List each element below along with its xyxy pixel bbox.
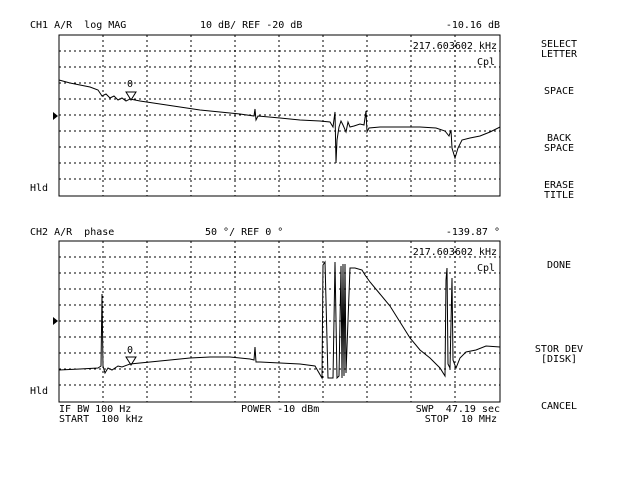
ch2-hold-indicator: Hld (30, 386, 49, 397)
ch2-coupling-indicator: Cpl (476, 263, 495, 274)
start-frequency: START 100 kHz (59, 414, 144, 425)
stop-frequency: STOP 10 MHz (424, 414, 497, 425)
sweep-time: SWP 47.19 sec (415, 404, 500, 415)
ch2-marker-frequency: 217.603602 kHz (412, 247, 497, 258)
ch1-graticule (58, 34, 501, 197)
ch1-marker-value: -10.16 dB (445, 20, 500, 31)
ch2-header-left: CH2 A/R phase (30, 227, 115, 238)
ch2-marker-number: 0 (127, 345, 134, 356)
ch1-trace (58, 79, 501, 164)
ch1-coupling-indicator: Cpl (476, 57, 495, 68)
ch2-scale-ref: 50 °/ REF 0 ° (205, 227, 284, 238)
softkey-erase-title[interactable]: ERASE TITLE (543, 180, 575, 201)
softkey-done[interactable]: DONE (546, 260, 572, 271)
ch1-header-left: CH1 A/R log MAG (30, 20, 127, 31)
ch2-marker-value: -139.87 ° (445, 227, 500, 238)
softkey-store-device[interactable]: STOR DEV [DISK] (534, 344, 584, 365)
softkey-cancel[interactable]: CANCEL (540, 401, 578, 412)
ch2-marker-triangle (125, 356, 137, 366)
ch1-marker-frequency: 217.603602 kHz (412, 41, 497, 52)
ch2-graticule (58, 240, 501, 403)
ch1-hold-indicator: Hld (30, 183, 49, 194)
if-bandwidth: IF BW 100 Hz (59, 404, 132, 415)
ch1-scale-ref: 10 dB/ REF -20 dB (200, 20, 303, 31)
softkey-space[interactable]: SPACE (543, 86, 575, 97)
ch2-trace (58, 260, 501, 380)
ch1-reference-arrow (53, 112, 58, 120)
softkey-select-letter[interactable]: SELECT LETTER (540, 39, 578, 60)
ch2-reference-arrow (53, 317, 58, 325)
softkey-back-space[interactable]: BACK SPACE (543, 133, 575, 154)
source-power: POWER -10 dBm (241, 404, 320, 415)
ch1-marker-triangle (125, 91, 137, 101)
ch1-marker-number: 0 (127, 79, 134, 90)
